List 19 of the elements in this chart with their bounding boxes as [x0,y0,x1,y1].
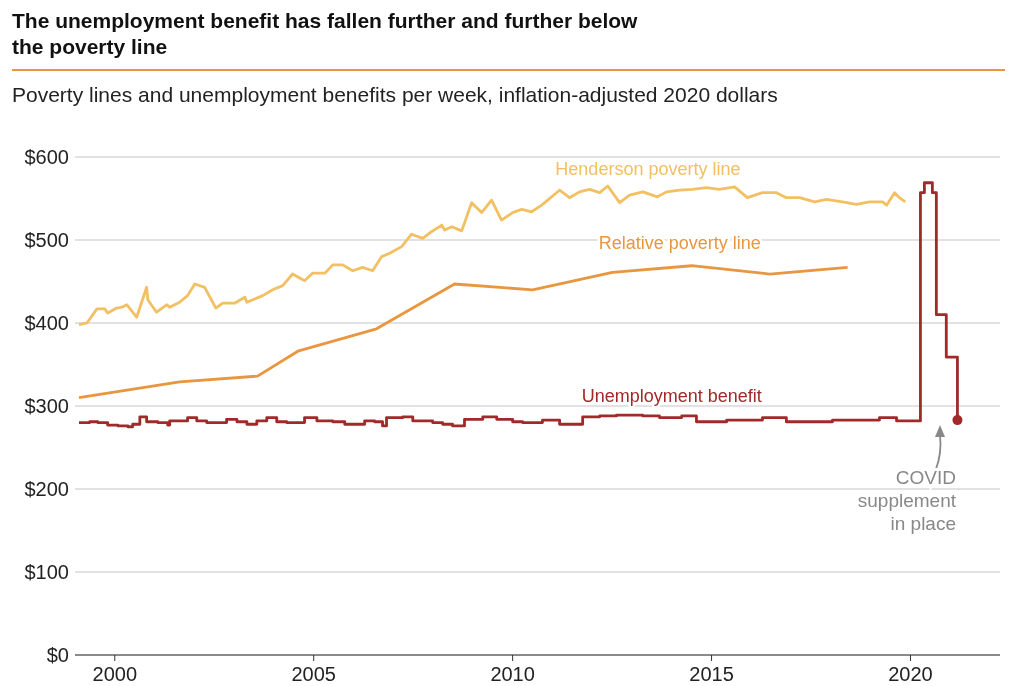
y-tick-label: $0 [46,644,69,666]
x-tick-label: 2010 [490,663,535,685]
y-tick-label: $500 [24,229,69,251]
series-label: Henderson poverty line [555,159,741,180]
chart-subtitle: Poverty lines and unemployment benefits per week, inflation-adjusted 2020 dollars [12,83,778,106]
y-tick-label: $200 [24,478,69,500]
x-tick-label: 2020 [888,663,933,685]
x-tick-label: 2000 [92,663,138,685]
x-tick-label: 2005 [291,663,336,685]
y-tick-label: $100 [24,561,69,583]
x-tick-label: 2015 [689,663,734,685]
chart-title: The unemployment benefit has fallen further and further below the poverty line [12,9,639,58]
y-tick-label: $400 [24,312,69,334]
series-label: Unemployment benefit [581,385,762,406]
line-series [77,184,907,327]
y-tick-label: $300 [24,395,69,417]
annotation: COVID supplement in place [857,467,957,534]
series-label: Relative poverty line [598,233,761,254]
y-tick-label: $600 [24,146,69,168]
